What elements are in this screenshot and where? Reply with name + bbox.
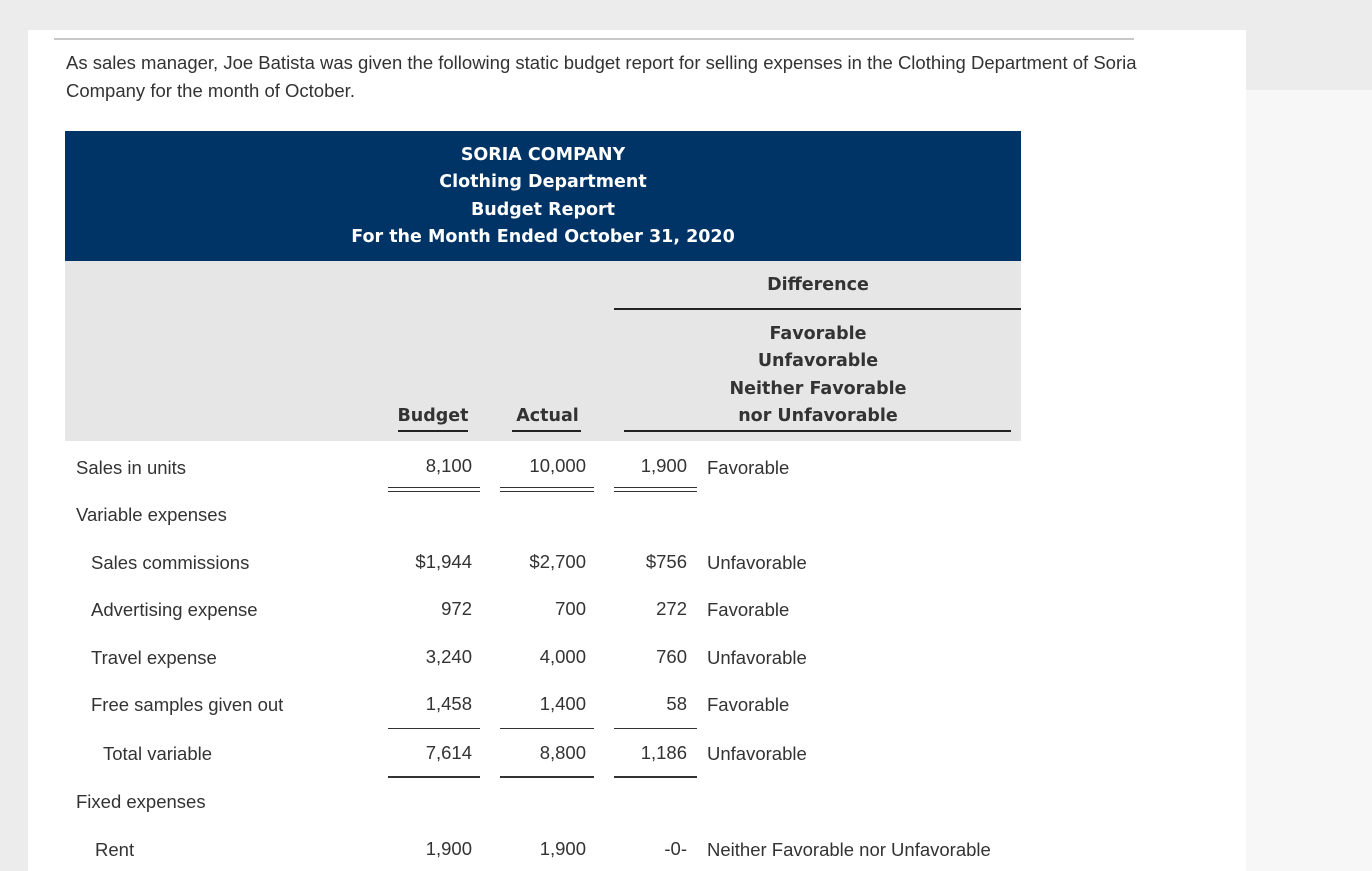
rent-assessment: Neither Favorable nor Unfavorable	[707, 839, 991, 860]
diff-option-favorable: Favorable	[769, 324, 867, 344]
row-label-free-samples: Free samples given out	[91, 694, 284, 715]
double-underline-bottom	[500, 491, 594, 492]
budget-header: Budget	[397, 406, 469, 426]
samples-actual: 1,400	[539, 693, 586, 714]
commissions-actual: $2,700	[529, 551, 586, 572]
report-period: For the Month Ended October 31, 2020	[351, 227, 735, 247]
diff-option-unfavorable: Unfavorable	[757, 351, 879, 371]
company-name: SORIA COMPANY	[460, 145, 626, 165]
samples-budget: 1,458	[425, 693, 472, 714]
diff-option-nor: nor Unfavorable	[738, 406, 898, 426]
double-underline-bottom	[614, 491, 697, 492]
commissions-diff: $756	[645, 551, 687, 572]
subtotal-line	[388, 728, 480, 729]
assessment-header-underline	[624, 430, 1011, 432]
total-line	[614, 776, 697, 778]
total-variable-assessment: Unfavorable	[707, 743, 807, 764]
total-line	[388, 776, 480, 778]
section-label-fixed: Fixed expenses	[76, 791, 206, 812]
subtotal-line	[614, 728, 697, 729]
advertising-diff: 272	[656, 598, 687, 619]
double-underline-top	[388, 487, 480, 488]
row-label-rent: Rent	[95, 839, 135, 860]
sales-units-budget: 8,100	[425, 455, 472, 476]
row-label-total-variable: Total variable	[103, 743, 213, 764]
difference-underline	[614, 308, 1021, 310]
travel-diff: 760	[656, 646, 687, 667]
row-label-sales-units: Sales in units	[76, 457, 187, 478]
budget-header-underline	[398, 430, 468, 432]
rent-diff: -0-	[664, 838, 687, 859]
row-label-sales-commissions: Sales commissions	[91, 552, 250, 573]
double-underline-top	[500, 487, 594, 488]
column-header-band	[65, 261, 1021, 441]
double-underline-top	[614, 487, 697, 488]
rent-budget: 1,900	[425, 838, 472, 859]
sales-units-actual: 10,000	[529, 455, 586, 476]
actual-header: Actual	[516, 406, 579, 426]
commissions-budget: $1,944	[415, 551, 472, 572]
problem-statement: As sales manager, Joe Batista was given …	[66, 52, 1137, 101]
subtotal-line	[500, 728, 594, 729]
row-label-travel: Travel expense	[91, 647, 217, 668]
total-variable-budget: 7,614	[425, 742, 472, 763]
top-divider	[54, 38, 1134, 40]
report-title: Budget Report	[470, 200, 616, 220]
commissions-assessment: Unfavorable	[707, 552, 807, 573]
travel-assessment: Unfavorable	[707, 647, 807, 668]
travel-actual: 4,000	[539, 646, 586, 667]
advertising-assessment: Favorable	[707, 599, 790, 620]
total-variable-actual: 8,800	[539, 742, 586, 763]
sales-units-assessment: Favorable	[707, 457, 790, 478]
diff-option-neither: Neither Favorable	[729, 379, 907, 399]
total-line	[500, 776, 594, 778]
advertising-budget: 972	[441, 598, 472, 619]
travel-budget: 3,240	[425, 646, 472, 667]
double-underline-bottom	[388, 491, 480, 492]
department-name: Clothing Department	[439, 172, 647, 192]
sales-units-diff: 1,900	[640, 455, 687, 476]
section-label-variable: Variable expenses	[76, 504, 227, 525]
advertising-actual: 700	[555, 598, 586, 619]
difference-header: Difference	[767, 275, 869, 295]
total-variable-diff: 1,186	[640, 742, 687, 763]
samples-diff: 58	[666, 693, 687, 714]
page-shadow	[1246, 90, 1372, 871]
row-label-advertising: Advertising expense	[91, 599, 258, 620]
rent-actual: 1,900	[539, 838, 586, 859]
report-header: SORIA COMPANY Clothing Department Budget…	[65, 131, 1021, 261]
actual-header-underline	[512, 430, 581, 432]
samples-assessment: Favorable	[707, 694, 790, 715]
